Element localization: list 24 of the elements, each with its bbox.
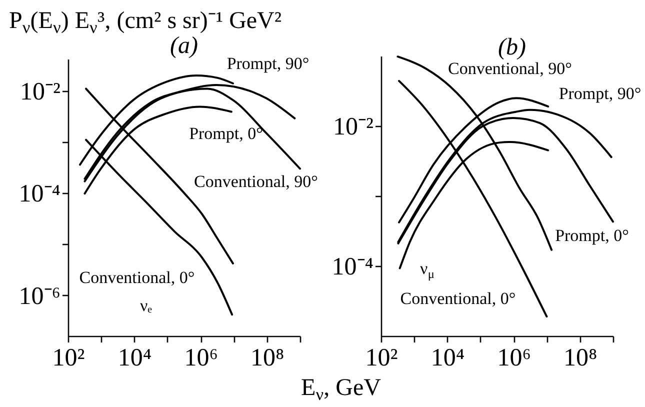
- annotation: Conventional, 90°: [448, 59, 572, 78]
- annotation: Conventional, 90°: [194, 172, 318, 191]
- x-tick-label: 10⁸: [250, 344, 284, 372]
- annotation: Prompt, 0°: [555, 226, 629, 245]
- x-tick-label: 10²: [52, 344, 85, 372]
- annotation: Prompt, 90°: [558, 84, 642, 103]
- chart-title: (a): [170, 33, 198, 59]
- annotation: νₑ: [140, 296, 153, 315]
- y-tick-label: 10⁻⁶: [18, 282, 60, 310]
- x-tick-label: 10⁴: [118, 344, 152, 372]
- x-tick-label: 10⁴: [430, 344, 465, 372]
- x-tick-label: 10⁸: [564, 344, 598, 372]
- x-tick-label: 10²: [365, 344, 398, 372]
- x-tick-label: 10⁶: [184, 344, 218, 372]
- annotation: Conventional, 0°: [400, 289, 516, 308]
- x-tick-label: 10⁶: [497, 344, 531, 372]
- annotation: Prompt, 0°: [189, 124, 263, 143]
- y-tick-label: 10⁻⁴: [18, 180, 61, 208]
- annotation: Prompt, 90°: [226, 54, 310, 73]
- annotation: Conventional, 0°: [79, 268, 195, 287]
- y-tick-label: 10⁻⁴: [332, 254, 374, 280]
- y-tick-label: 10⁻²: [333, 114, 374, 140]
- chart-title: (b): [498, 34, 526, 61]
- y-tick-label: 10⁻²: [20, 78, 60, 106]
